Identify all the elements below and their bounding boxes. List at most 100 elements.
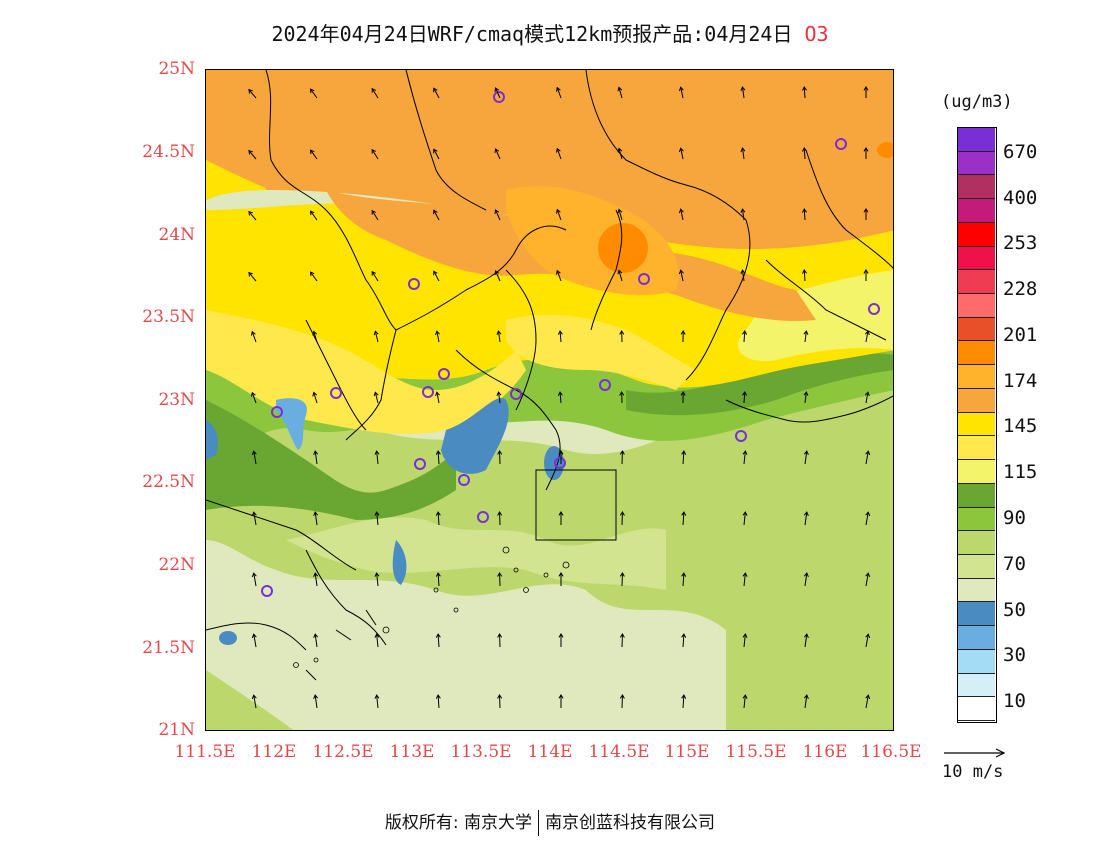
copyright-company: 南京创蓝科技有限公司 xyxy=(545,813,716,833)
wind-arrow-head xyxy=(435,694,441,699)
colorbar-swatch xyxy=(958,388,995,413)
wind-arrow-head xyxy=(433,87,438,93)
lon-label: 114E xyxy=(527,742,573,762)
wind-arrow xyxy=(803,147,806,160)
wind-arrow-head xyxy=(740,269,746,274)
colorbar-swatch xyxy=(958,294,995,318)
wind-arrow xyxy=(248,211,257,221)
colorbar-swatch xyxy=(958,270,995,295)
wind-arrow xyxy=(376,634,379,648)
wind-arrow-head xyxy=(373,330,379,336)
wind-arrow xyxy=(741,209,745,221)
wind-arrow xyxy=(804,512,808,526)
wind-arrow-head xyxy=(619,391,625,396)
wind-arrow-head xyxy=(435,450,441,455)
lon-label: 115.5E xyxy=(725,742,787,762)
wind-arrow xyxy=(803,208,806,221)
wind-arrow-head xyxy=(740,86,746,91)
colorbar-swatch xyxy=(958,554,995,579)
wind-arrow xyxy=(682,450,685,465)
wind-arrow xyxy=(253,634,257,648)
colorbar-label: 30 xyxy=(1003,644,1026,666)
wind-arrow xyxy=(495,270,501,282)
wind-arrow-head xyxy=(619,450,625,455)
colorbar-swatch xyxy=(958,222,995,247)
wind-arrow-head xyxy=(558,450,564,455)
wind-arrow-head xyxy=(251,633,257,639)
wind-arrow xyxy=(804,331,807,343)
wind-arrow-head xyxy=(250,391,256,397)
wind-arrow-head xyxy=(494,87,500,92)
wind-arrow-head xyxy=(309,210,315,216)
wind-arrow xyxy=(436,392,440,404)
wind-arrow xyxy=(437,450,440,465)
wind-arrow-head xyxy=(435,572,441,577)
lon-label: 116E xyxy=(802,742,848,762)
wind-arrow-head xyxy=(374,511,380,516)
wind-arrow xyxy=(680,209,684,221)
wind-arrow xyxy=(437,694,440,709)
wind-arrow xyxy=(865,331,869,343)
wind-arrow-head xyxy=(494,209,500,214)
wind-arrow xyxy=(618,87,623,99)
title-main: 2024年04月24日WRF/cmaq模式12km预报产品:04月24日 xyxy=(271,22,793,46)
wind-arrow xyxy=(741,87,745,99)
colorbar-swatch xyxy=(958,602,995,627)
wind-arrow-head xyxy=(371,87,376,93)
colorbar-label: 90 xyxy=(1003,507,1026,529)
wind-arrow-head xyxy=(619,633,625,638)
wind-arrow xyxy=(680,148,684,160)
wind-arrow xyxy=(371,210,379,221)
wind-arrow-head xyxy=(248,88,253,94)
wind-arrow xyxy=(433,88,440,99)
lat-label: 22N xyxy=(158,555,195,575)
wind-arrow-head xyxy=(558,511,564,516)
wind-arrow-head xyxy=(251,450,257,456)
wind-arrow xyxy=(374,392,379,404)
wind-arrow xyxy=(618,270,623,282)
colorbar xyxy=(957,127,997,723)
wind-arrow xyxy=(865,451,869,465)
wind-arrow-head xyxy=(740,147,746,152)
lat-label: 25N xyxy=(158,59,195,79)
wind-arrow-head xyxy=(742,694,748,699)
wind-arrow-head xyxy=(740,208,746,213)
wind-arrow-head xyxy=(619,572,625,577)
wind-arrow xyxy=(743,634,746,648)
wind-arrow-head xyxy=(617,269,623,275)
wind-arrow-head xyxy=(801,208,807,213)
wind-arrow xyxy=(803,86,806,99)
wind-arrow-head xyxy=(865,694,871,700)
wind-arrow xyxy=(314,695,318,709)
wind-arrow xyxy=(248,150,257,160)
wind-arrow-head xyxy=(309,88,315,94)
lon-label: 115E xyxy=(664,742,710,762)
colorbar-swatch xyxy=(958,341,995,366)
wind-arrow-head xyxy=(313,572,319,578)
wind-reference-arrow xyxy=(944,748,1006,758)
wind-arrow xyxy=(376,451,379,465)
colorbar-swatch xyxy=(958,697,995,721)
wind-arrow-head xyxy=(803,450,809,456)
lat-label: 21N xyxy=(158,720,195,740)
wind-arrow-head xyxy=(494,270,500,275)
wind-arrow-head xyxy=(248,149,253,155)
wind-arrow xyxy=(495,148,501,160)
wind-arrow-head xyxy=(309,149,315,155)
wind-arrow xyxy=(376,573,379,587)
wind-arrow xyxy=(865,573,869,587)
wind-arrow-head xyxy=(863,269,869,274)
wind-arrow-head xyxy=(558,694,564,699)
wind-arrow-head xyxy=(681,450,687,455)
colorbar-swatch xyxy=(958,531,995,555)
wind-arrow xyxy=(865,695,869,709)
wind-arrow xyxy=(374,331,379,343)
wind-arrow xyxy=(682,633,685,648)
wind-arrow-head xyxy=(496,391,502,396)
wind-arrow-head xyxy=(433,270,438,276)
colorbar-swatch xyxy=(958,175,995,200)
wind-arrow-head xyxy=(555,147,561,153)
wind-arrow xyxy=(682,694,685,709)
lat-label: 23.5N xyxy=(142,307,195,327)
wind-arrow xyxy=(314,573,318,587)
